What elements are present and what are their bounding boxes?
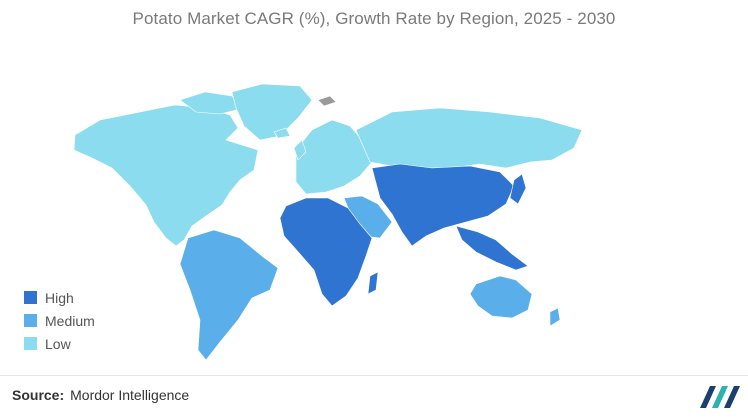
map-legend: High Medium Low xyxy=(24,286,95,355)
legend-item-high: High xyxy=(24,286,95,309)
legend-label-medium: Medium xyxy=(45,312,95,329)
source-text: Mordor Intelligence xyxy=(70,387,190,403)
legend-label-high: High xyxy=(45,289,74,306)
region-madagascar xyxy=(367,271,379,295)
region-japan xyxy=(509,173,527,205)
legend-swatch-high xyxy=(24,291,37,304)
legend-swatch-low xyxy=(24,337,37,350)
region-russia xyxy=(355,107,583,169)
region-europe xyxy=(295,119,373,195)
footer-divider xyxy=(0,375,748,376)
logo-middle-stroke xyxy=(712,386,728,408)
region-africa xyxy=(279,197,373,307)
logo-right-stroke xyxy=(724,386,740,408)
legend-item-low: Low xyxy=(24,332,95,355)
region-south-america xyxy=(179,229,279,361)
legend-item-medium: Medium xyxy=(24,309,95,332)
region-iceland xyxy=(273,127,291,139)
mordor-intelligence-logo xyxy=(700,386,740,408)
source-label: Source: xyxy=(12,387,65,403)
legend-swatch-medium xyxy=(24,314,37,327)
region-asia xyxy=(371,163,515,247)
region-uk xyxy=(293,139,307,161)
region-north-america xyxy=(73,104,259,247)
legend-label-low: Low xyxy=(45,335,71,352)
logo-left-stroke xyxy=(700,386,716,408)
chart-title: Potato Market CAGR (%), Growth Rate by R… xyxy=(132,9,616,28)
region-svalbard xyxy=(317,95,337,107)
region-southeast-asia xyxy=(455,225,529,271)
region-new-zealand xyxy=(549,307,561,327)
region-greenland xyxy=(231,83,313,141)
region-australia xyxy=(469,275,533,319)
source-line: Source: Mordor Intelligence xyxy=(12,387,189,403)
world-map xyxy=(73,83,583,361)
